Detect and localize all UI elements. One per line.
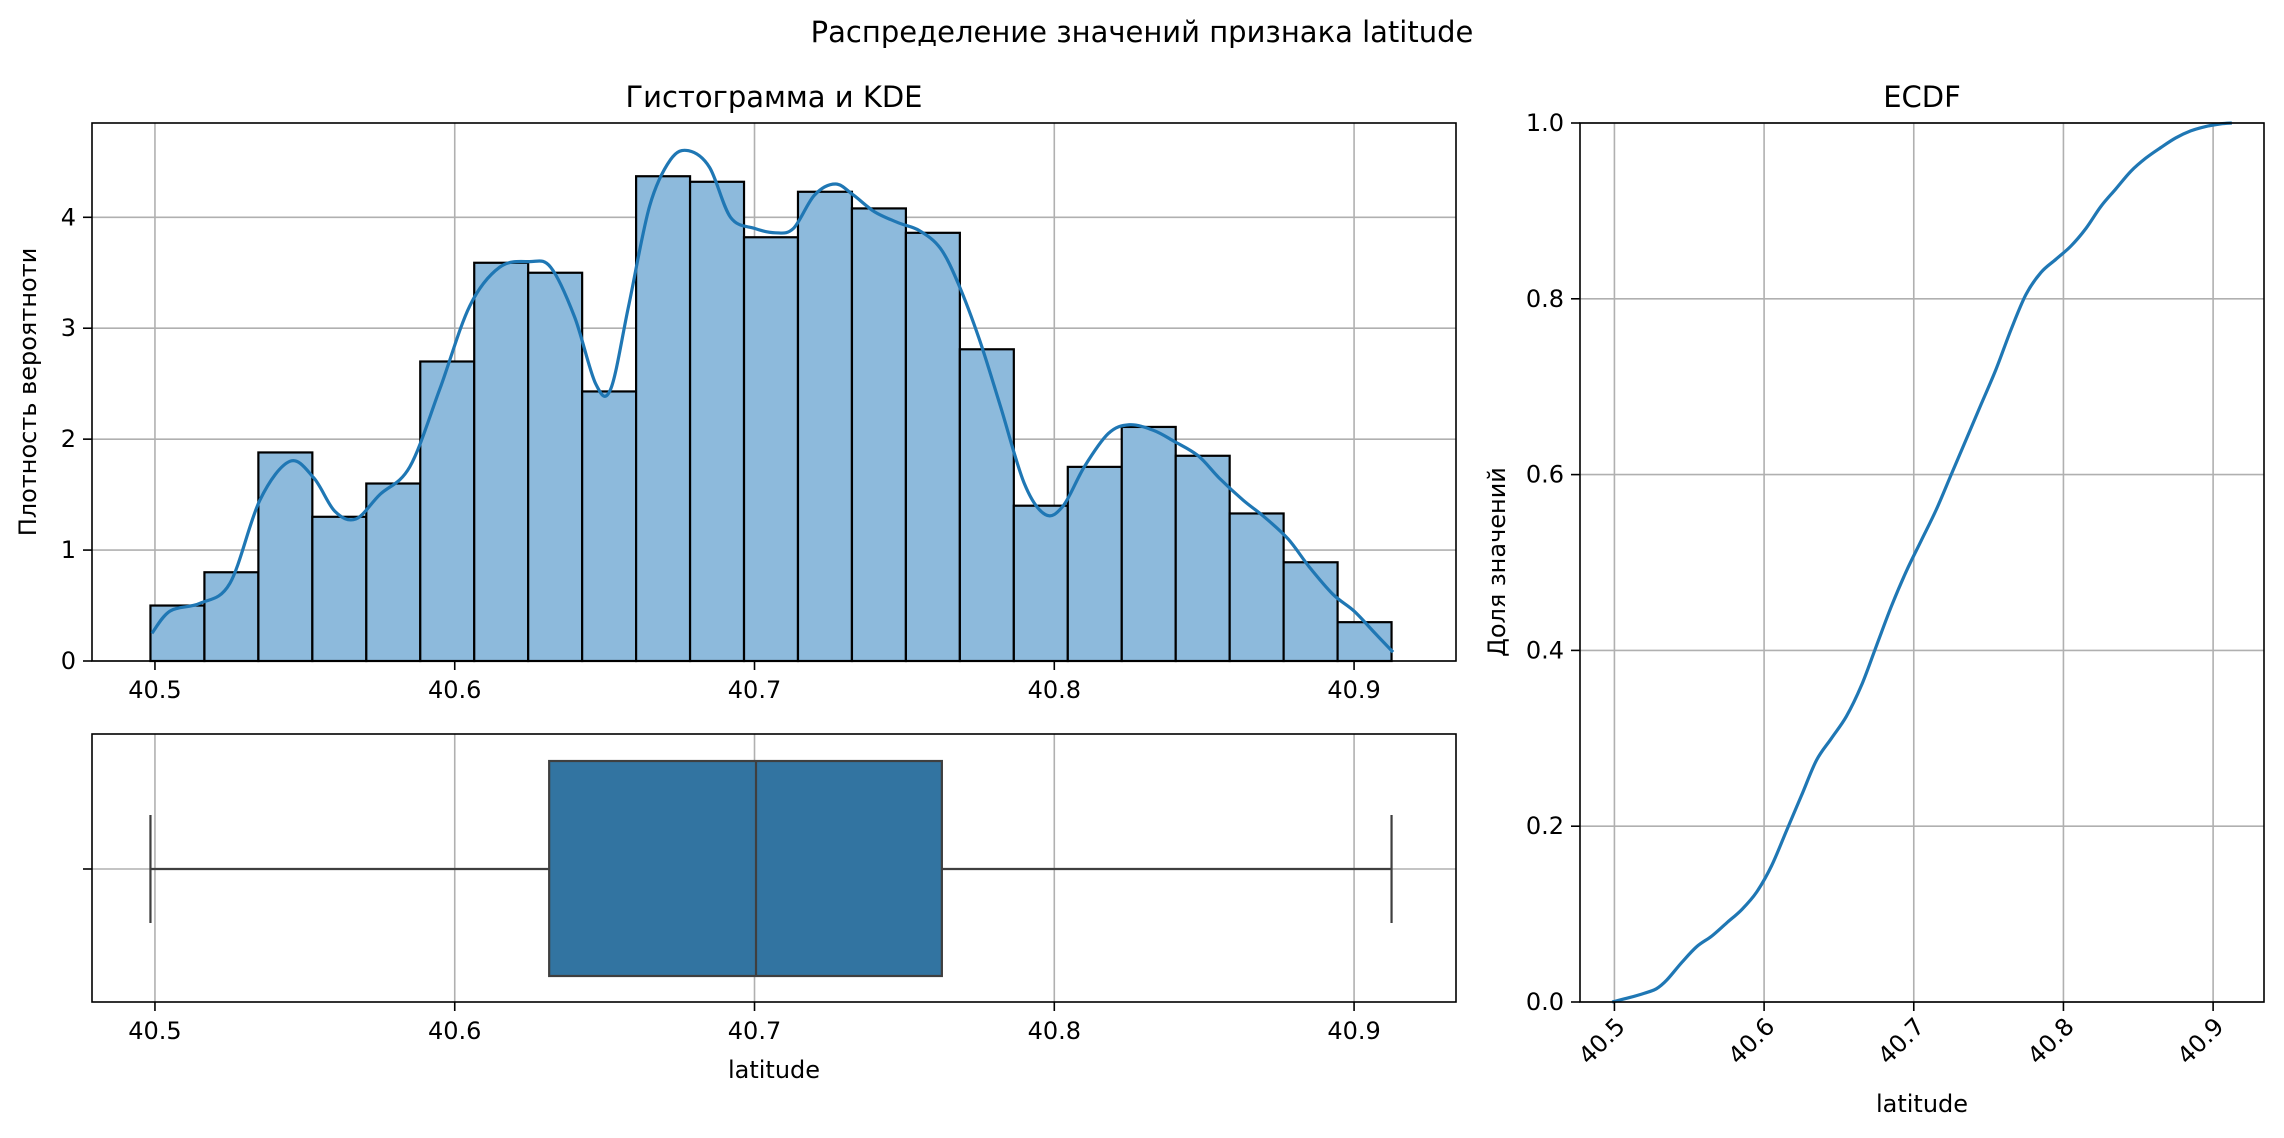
histogram-bar xyxy=(1120,425,1177,663)
histogram-y-tick-label: 1 xyxy=(61,536,76,564)
histogram-bar xyxy=(1066,465,1123,663)
histogram-bar xyxy=(635,175,692,663)
ecdf-y-tick-label: 0.0 xyxy=(1526,988,1564,1016)
ecdf-y-axis-label: Доля значений xyxy=(1483,467,1511,657)
ecdf-y-ticks: 0.0 0.2 0.4 0.6 0.8 1.0 xyxy=(1526,109,1580,1016)
histogram-panel: 40.5 40.6 40.7 40.8 40.9 0 1 2 3 4 Гистограмма и… xyxy=(14,80,1457,704)
histogram-bar xyxy=(311,515,368,663)
histogram-bar xyxy=(473,261,530,663)
histogram-bar xyxy=(365,482,422,663)
boxplot-x-axis-label: latitude xyxy=(728,1056,820,1084)
histogram-title: Гистограмма и KDE xyxy=(625,80,922,114)
histogram-y-axis-label: Плотность вероятноти xyxy=(14,248,42,537)
ecdf-x-axis-label: latitude xyxy=(1876,1090,1968,1118)
histogram-y-ticks: 0 1 2 3 4 xyxy=(61,203,92,675)
histogram-bars xyxy=(149,175,1393,663)
boxplot-x-tick-label: 40.9 xyxy=(1327,1017,1380,1045)
ecdf-title: ECDF xyxy=(1883,80,1961,114)
histogram-bar xyxy=(203,571,260,663)
histogram-x-ticks: 40.5 40.6 40.7 40.8 40.9 xyxy=(128,661,1381,704)
histogram-x-tick-label: 40.8 xyxy=(1028,676,1081,704)
boxplot-x-tick-label: 40.6 xyxy=(428,1017,481,1045)
boxplot-x-ticks: 40.5 40.6 40.7 40.8 40.9 xyxy=(128,1002,1381,1045)
histogram-bar xyxy=(149,604,206,663)
histogram-x-tick-label: 40.5 xyxy=(128,676,181,704)
ecdf-y-tick-label: 1.0 xyxy=(1526,109,1564,137)
histogram-bar xyxy=(688,180,746,663)
boxplot-frame xyxy=(91,733,1457,1003)
ecdf-line xyxy=(1611,121,2232,1004)
boxplot-x-tick-label: 40.8 xyxy=(1028,1017,1081,1045)
histogram-bar xyxy=(1012,504,1069,663)
boxplot xyxy=(149,759,1393,978)
histogram-bar xyxy=(419,360,476,663)
ecdf-y-tick-label: 0.2 xyxy=(1526,812,1564,840)
figure-suptitle: Распределение значений признака latitude xyxy=(811,15,1474,49)
histogram-y-tick-label: 2 xyxy=(61,425,76,453)
ecdf-frame xyxy=(1579,122,2265,1003)
histogram-bar xyxy=(796,190,854,663)
histogram-bar xyxy=(742,236,800,663)
histogram-bar xyxy=(1228,512,1285,663)
boxplot-x-tick-label: 40.7 xyxy=(728,1017,781,1045)
ecdf-y-tick-label: 0.6 xyxy=(1526,461,1564,489)
boxplot-x-tick-label: 40.5 xyxy=(128,1017,181,1045)
histogram-bar xyxy=(581,390,638,663)
histogram-y-tick-label: 3 xyxy=(61,314,76,342)
histogram-bar xyxy=(904,231,961,663)
ecdf-y-tick-label: 0.8 xyxy=(1526,285,1564,313)
histogram-y-tick-label: 0 xyxy=(61,647,76,675)
ecdf-y-tick-label: 0.4 xyxy=(1526,636,1564,664)
histogram-bar xyxy=(527,271,584,663)
histogram-bar xyxy=(958,348,1015,663)
histogram-y-tick-label: 4 xyxy=(61,203,76,231)
histogram-bar xyxy=(257,451,314,663)
histogram-bar xyxy=(850,207,908,663)
histogram-bar xyxy=(1282,561,1339,663)
kde-line xyxy=(150,148,1395,654)
histogram-x-tick-label: 40.9 xyxy=(1327,676,1380,704)
boxplot-panel: 40.5 40.6 40.7 40.8 40.9 latitude xyxy=(83,733,1457,1084)
histogram-x-tick-label: 40.6 xyxy=(428,676,481,704)
boxplot-box xyxy=(548,759,943,978)
histogram-bar xyxy=(1174,454,1231,663)
histogram-x-tick-label: 40.7 xyxy=(728,676,781,704)
histogram-frame xyxy=(91,122,1457,662)
